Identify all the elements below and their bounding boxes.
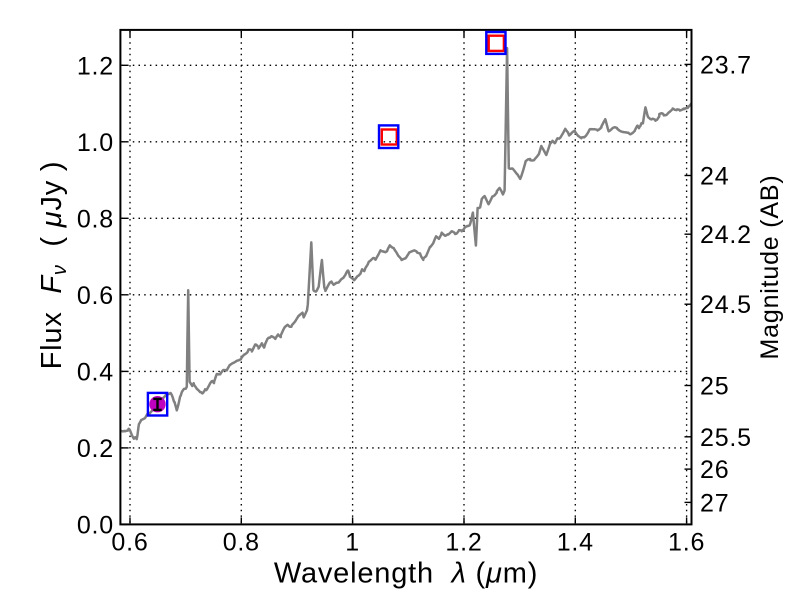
svg-text:24.2: 24.2	[700, 221, 752, 249]
svg-text:25.5: 25.5	[700, 424, 752, 452]
svg-text:Wavelength λ (μm): Wavelength λ (μm)	[274, 558, 538, 590]
svg-text:0.8: 0.8	[223, 529, 260, 557]
svg-text:27: 27	[700, 489, 729, 517]
svg-text:0.6: 0.6	[111, 529, 148, 557]
svg-text:23.7: 23.7	[700, 51, 752, 79]
svg-text:1.4: 1.4	[557, 529, 594, 557]
svg-text:0.6: 0.6	[77, 282, 114, 310]
svg-text:25: 25	[700, 373, 729, 401]
svg-text:0.2: 0.2	[77, 435, 114, 463]
svg-text:0.0: 0.0	[77, 511, 114, 539]
svg-text:24: 24	[700, 163, 729, 191]
svg-text:1.6: 1.6	[668, 529, 705, 557]
svg-text:1: 1	[345, 529, 360, 557]
svg-text:1.2: 1.2	[77, 52, 114, 80]
svg-text:Flux Fν ( μJy ): Flux Fν ( μJy )	[36, 161, 71, 370]
svg-text:0.4: 0.4	[77, 358, 114, 386]
svg-text:1.0: 1.0	[77, 129, 114, 157]
svg-text:Magnitude (AB): Magnitude (AB)	[756, 175, 784, 360]
svg-text:24.5: 24.5	[700, 291, 752, 319]
svg-text:1.2: 1.2	[445, 529, 482, 557]
svg-text:26: 26	[700, 456, 729, 484]
svg-text:0.8: 0.8	[77, 205, 114, 233]
